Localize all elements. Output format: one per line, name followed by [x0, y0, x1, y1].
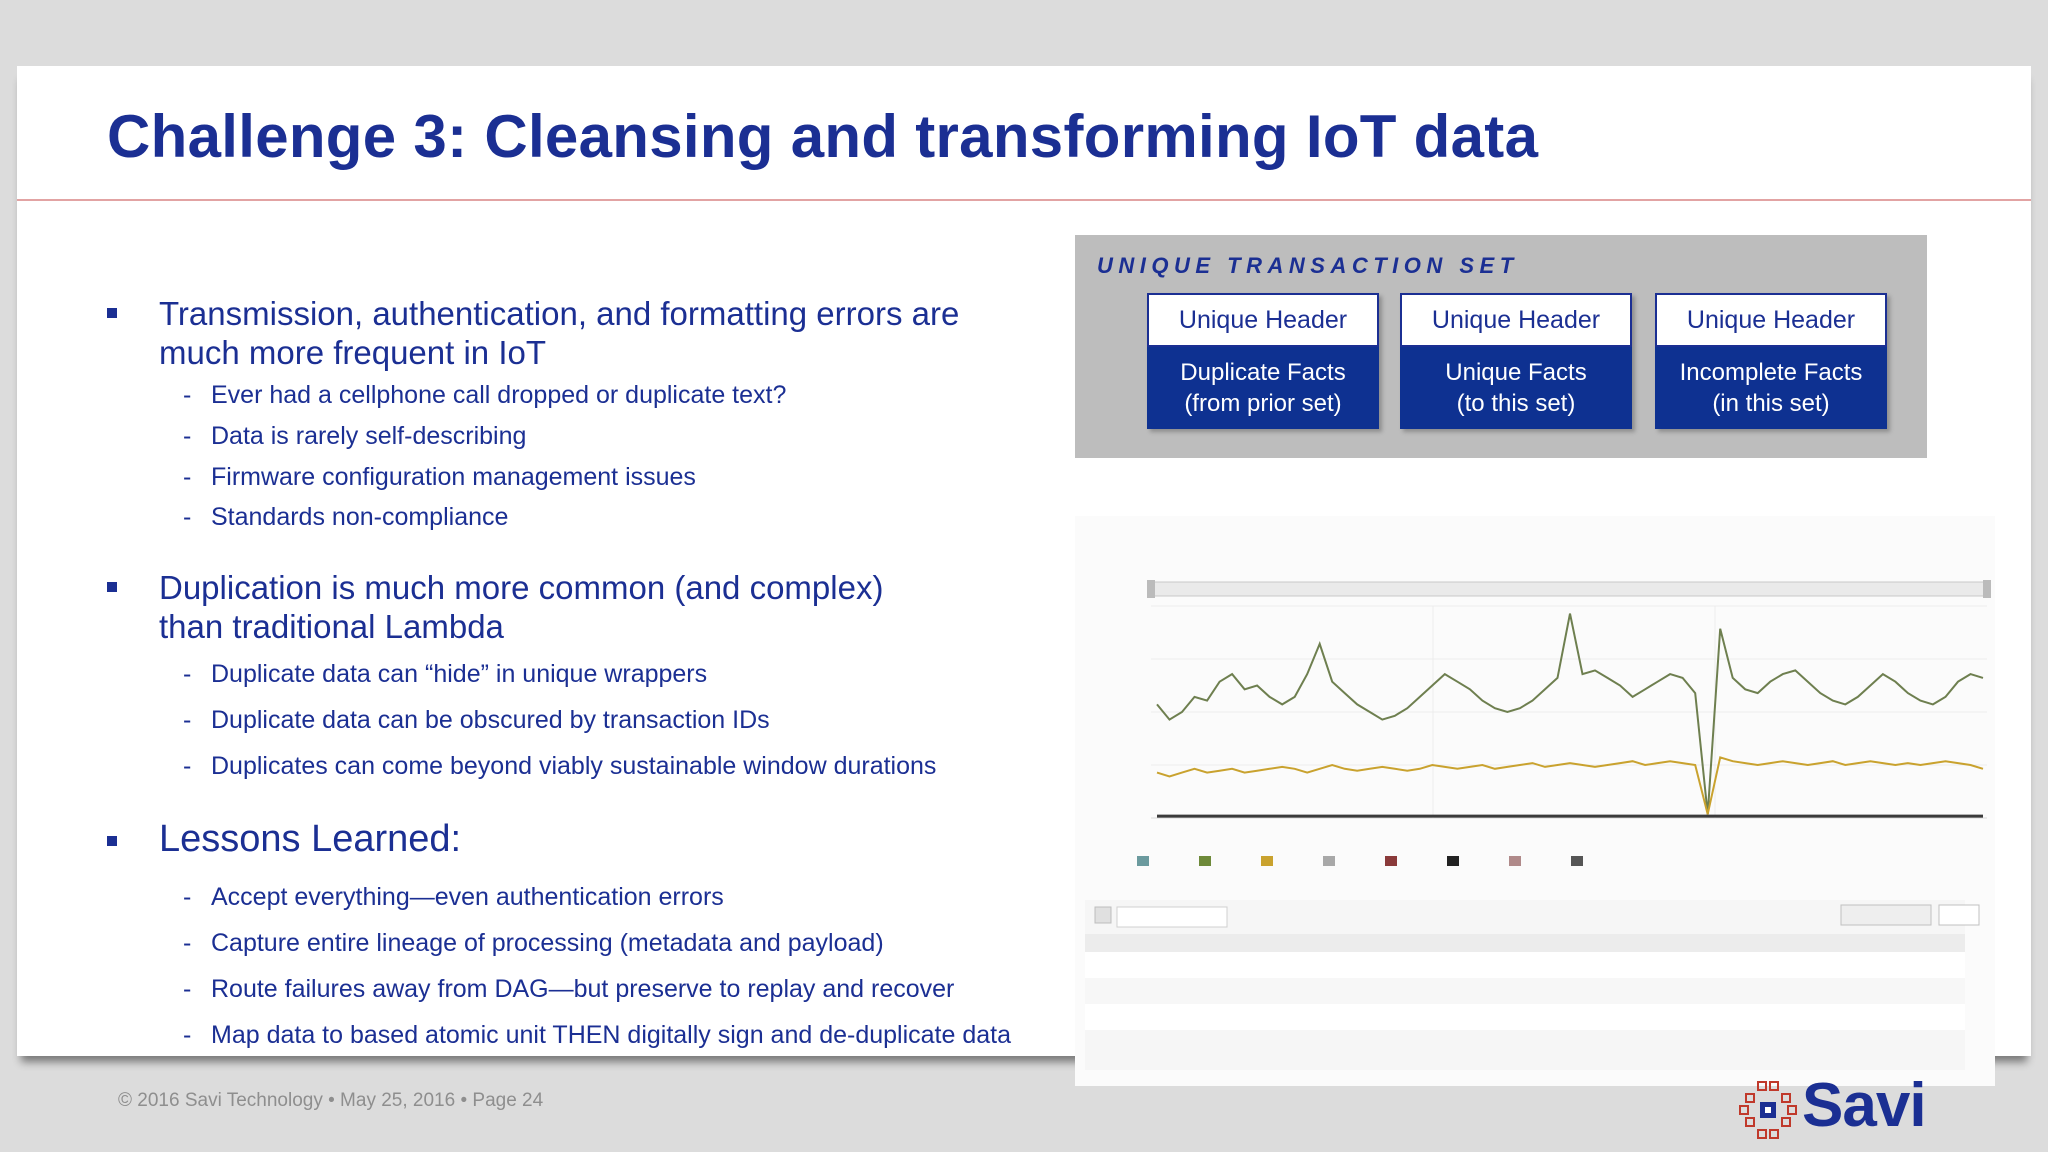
fact-box-body: Duplicate Facts (from prior set) — [1147, 347, 1379, 429]
fact-box-body-line-1: Duplicate Facts — [1180, 359, 1346, 386]
fact-box: Unique Header Duplicate Facts (from prio… — [1147, 293, 1379, 429]
bullet-square-icon — [107, 836, 117, 846]
show-hide-button[interactable] — [1840, 904, 1932, 926]
sub-bullet-text: Standards non-compliance — [211, 503, 509, 531]
sub-bullet-text: Duplicate data can be obscured by transa… — [211, 706, 770, 734]
legend-swatch[interactable] — [1385, 856, 1397, 866]
legend-swatch[interactable] — [1323, 856, 1335, 866]
fact-box-body-line-2: (to this set) — [1456, 390, 1576, 417]
sub-bullet-text: Data is rarely self-describing — [211, 422, 527, 450]
range-handle-right[interactable] — [1983, 580, 1991, 598]
savi-logo-mark-icon — [1739, 1081, 1797, 1139]
sub-bullet-text: Capture entire lineage of processing (me… — [211, 929, 884, 957]
series-line-1 — [1156, 613, 1984, 815]
table-row[interactable] — [1085, 1004, 1965, 1030]
legend-swatch[interactable] — [1571, 856, 1583, 866]
range-handle-left[interactable] — [1147, 580, 1155, 598]
sub-bullet-text: Map data to based atomic unit THEN digit… — [211, 1021, 1012, 1049]
sub-bullet-text: Route failures away from DAG—but preserv… — [211, 975, 955, 1003]
bullet-square-icon — [107, 582, 117, 592]
traffic-chart-screenshot — [1075, 516, 1995, 1086]
filter-input[interactable] — [1116, 906, 1228, 928]
transaction-set-title: UNIQUE TRANSACTION SET — [1097, 253, 1519, 278]
page-size-select[interactable] — [1938, 904, 1980, 926]
sub-bullet-text: Firmware configuration management issues — [211, 463, 696, 491]
sub-bullet-text: Accept everything—even authentication er… — [211, 883, 724, 911]
fact-box-header: Unique Header — [1655, 293, 1887, 347]
legend-swatch[interactable] — [1509, 856, 1521, 866]
fact-box-body-line-1: Unique Facts — [1445, 359, 1587, 386]
slide-title: Challenge 3: Cleansing and transforming … — [107, 103, 1539, 170]
fact-box-body-line-1: Incomplete Facts — [1679, 359, 1863, 386]
bullet-1-line-1: Transmission, authentication, and format… — [159, 295, 960, 332]
fact-box-header: Unique Header — [1147, 293, 1379, 347]
bullet-2-line-1: Duplication is much more common (and com… — [159, 569, 884, 606]
table-row[interactable] — [1085, 978, 1965, 1004]
legend-swatch[interactable] — [1137, 856, 1149, 866]
bullet-3-line-1: Lessons Learned: — [159, 818, 462, 860]
legend-swatch[interactable] — [1261, 856, 1273, 866]
footer-text: © 2016 Savi Technology • May 25, 2016 • … — [118, 1090, 544, 1111]
slide: Challenge 3: Cleansing and transforming … — [17, 66, 2031, 1086]
bullet-1-line-2: much more frequent in IoT — [159, 334, 547, 371]
fact-box: Unique Header Incomplete Facts (in this … — [1655, 293, 1887, 429]
savi-logo: Savi — [1738, 1071, 1938, 1140]
transaction-set-panel: UNIQUE TRANSACTION SET Unique Header Dup… — [1075, 235, 1927, 458]
fact-box-header: Unique Header — [1400, 293, 1632, 347]
table-row[interactable] — [1085, 952, 1965, 978]
legend-swatch[interactable] — [1199, 856, 1211, 866]
bullet-2-line-2: than traditional Lambda — [159, 608, 504, 645]
table-header-row — [1085, 934, 1965, 952]
bullet-square-icon — [107, 308, 117, 318]
legend-swatch[interactable] — [1447, 856, 1459, 866]
fact-box-body-line-2: (in this set) — [1712, 390, 1830, 417]
sub-bullet-text: Duplicates can come beyond viably sustai… — [211, 752, 937, 780]
fact-box: Unique Header Unique Facts (to this set) — [1400, 293, 1632, 429]
range-slider[interactable] — [1150, 581, 1988, 597]
fact-box-body: Incomplete Facts (in this set) — [1655, 347, 1887, 429]
title-divider — [17, 199, 2031, 201]
fact-box-body-line-2: (from prior set) — [1184, 390, 1342, 417]
sub-bullet-text: Duplicate data can “hide” in unique wrap… — [211, 660, 708, 688]
sub-bullet-text: Ever had a cellphone call dropped or dup… — [211, 381, 787, 409]
series-line-2 — [1156, 756, 1984, 815]
savi-logo-text: Savi — [1802, 1071, 1927, 1140]
chart-legend — [1137, 856, 1583, 866]
search-icon[interactable] — [1094, 906, 1112, 924]
series-layer — [1156, 613, 1984, 818]
fact-box-body: Unique Facts (to this set) — [1400, 347, 1632, 429]
